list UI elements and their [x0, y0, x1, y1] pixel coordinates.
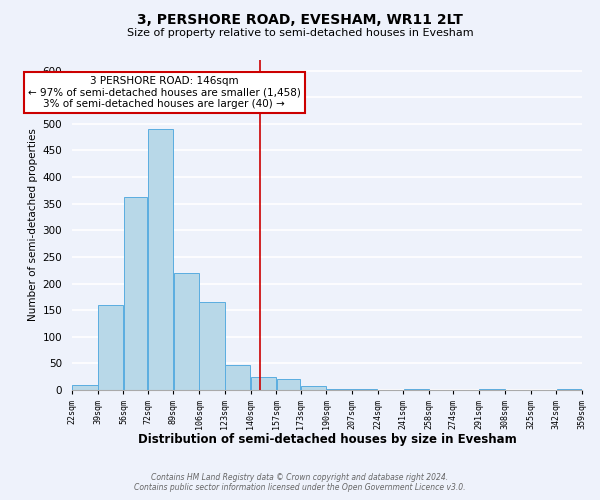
- Text: 3, PERSHORE ROAD, EVESHAM, WR11 2LT: 3, PERSHORE ROAD, EVESHAM, WR11 2LT: [137, 12, 463, 26]
- Text: Contains HM Land Registry data © Crown copyright and database right 2024.
Contai: Contains HM Land Registry data © Crown c…: [134, 473, 466, 492]
- Bar: [72, 384, 98, 390]
- X-axis label: Distribution of semi-detached houses by size in Evesham: Distribution of semi-detached houses by …: [137, 433, 517, 446]
- Text: Size of property relative to semi-detached houses in Evesham: Size of property relative to semi-detach…: [127, 28, 473, 38]
- Bar: [225, 365, 250, 390]
- Y-axis label: Number of semi-detached properties: Number of semi-detached properties: [28, 128, 38, 322]
- Bar: [98, 305, 123, 390]
- Text: 3 PERSHORE ROAD: 146sqm
← 97% of semi-detached houses are smaller (1,458)
3% of : 3 PERSHORE ROAD: 146sqm ← 97% of semi-de…: [28, 76, 301, 109]
- Bar: [301, 386, 326, 390]
- Bar: [251, 376, 276, 390]
- Bar: [173, 273, 199, 390]
- Bar: [124, 197, 148, 390]
- Bar: [277, 380, 300, 390]
- Bar: [148, 129, 173, 390]
- Bar: [199, 302, 224, 390]
